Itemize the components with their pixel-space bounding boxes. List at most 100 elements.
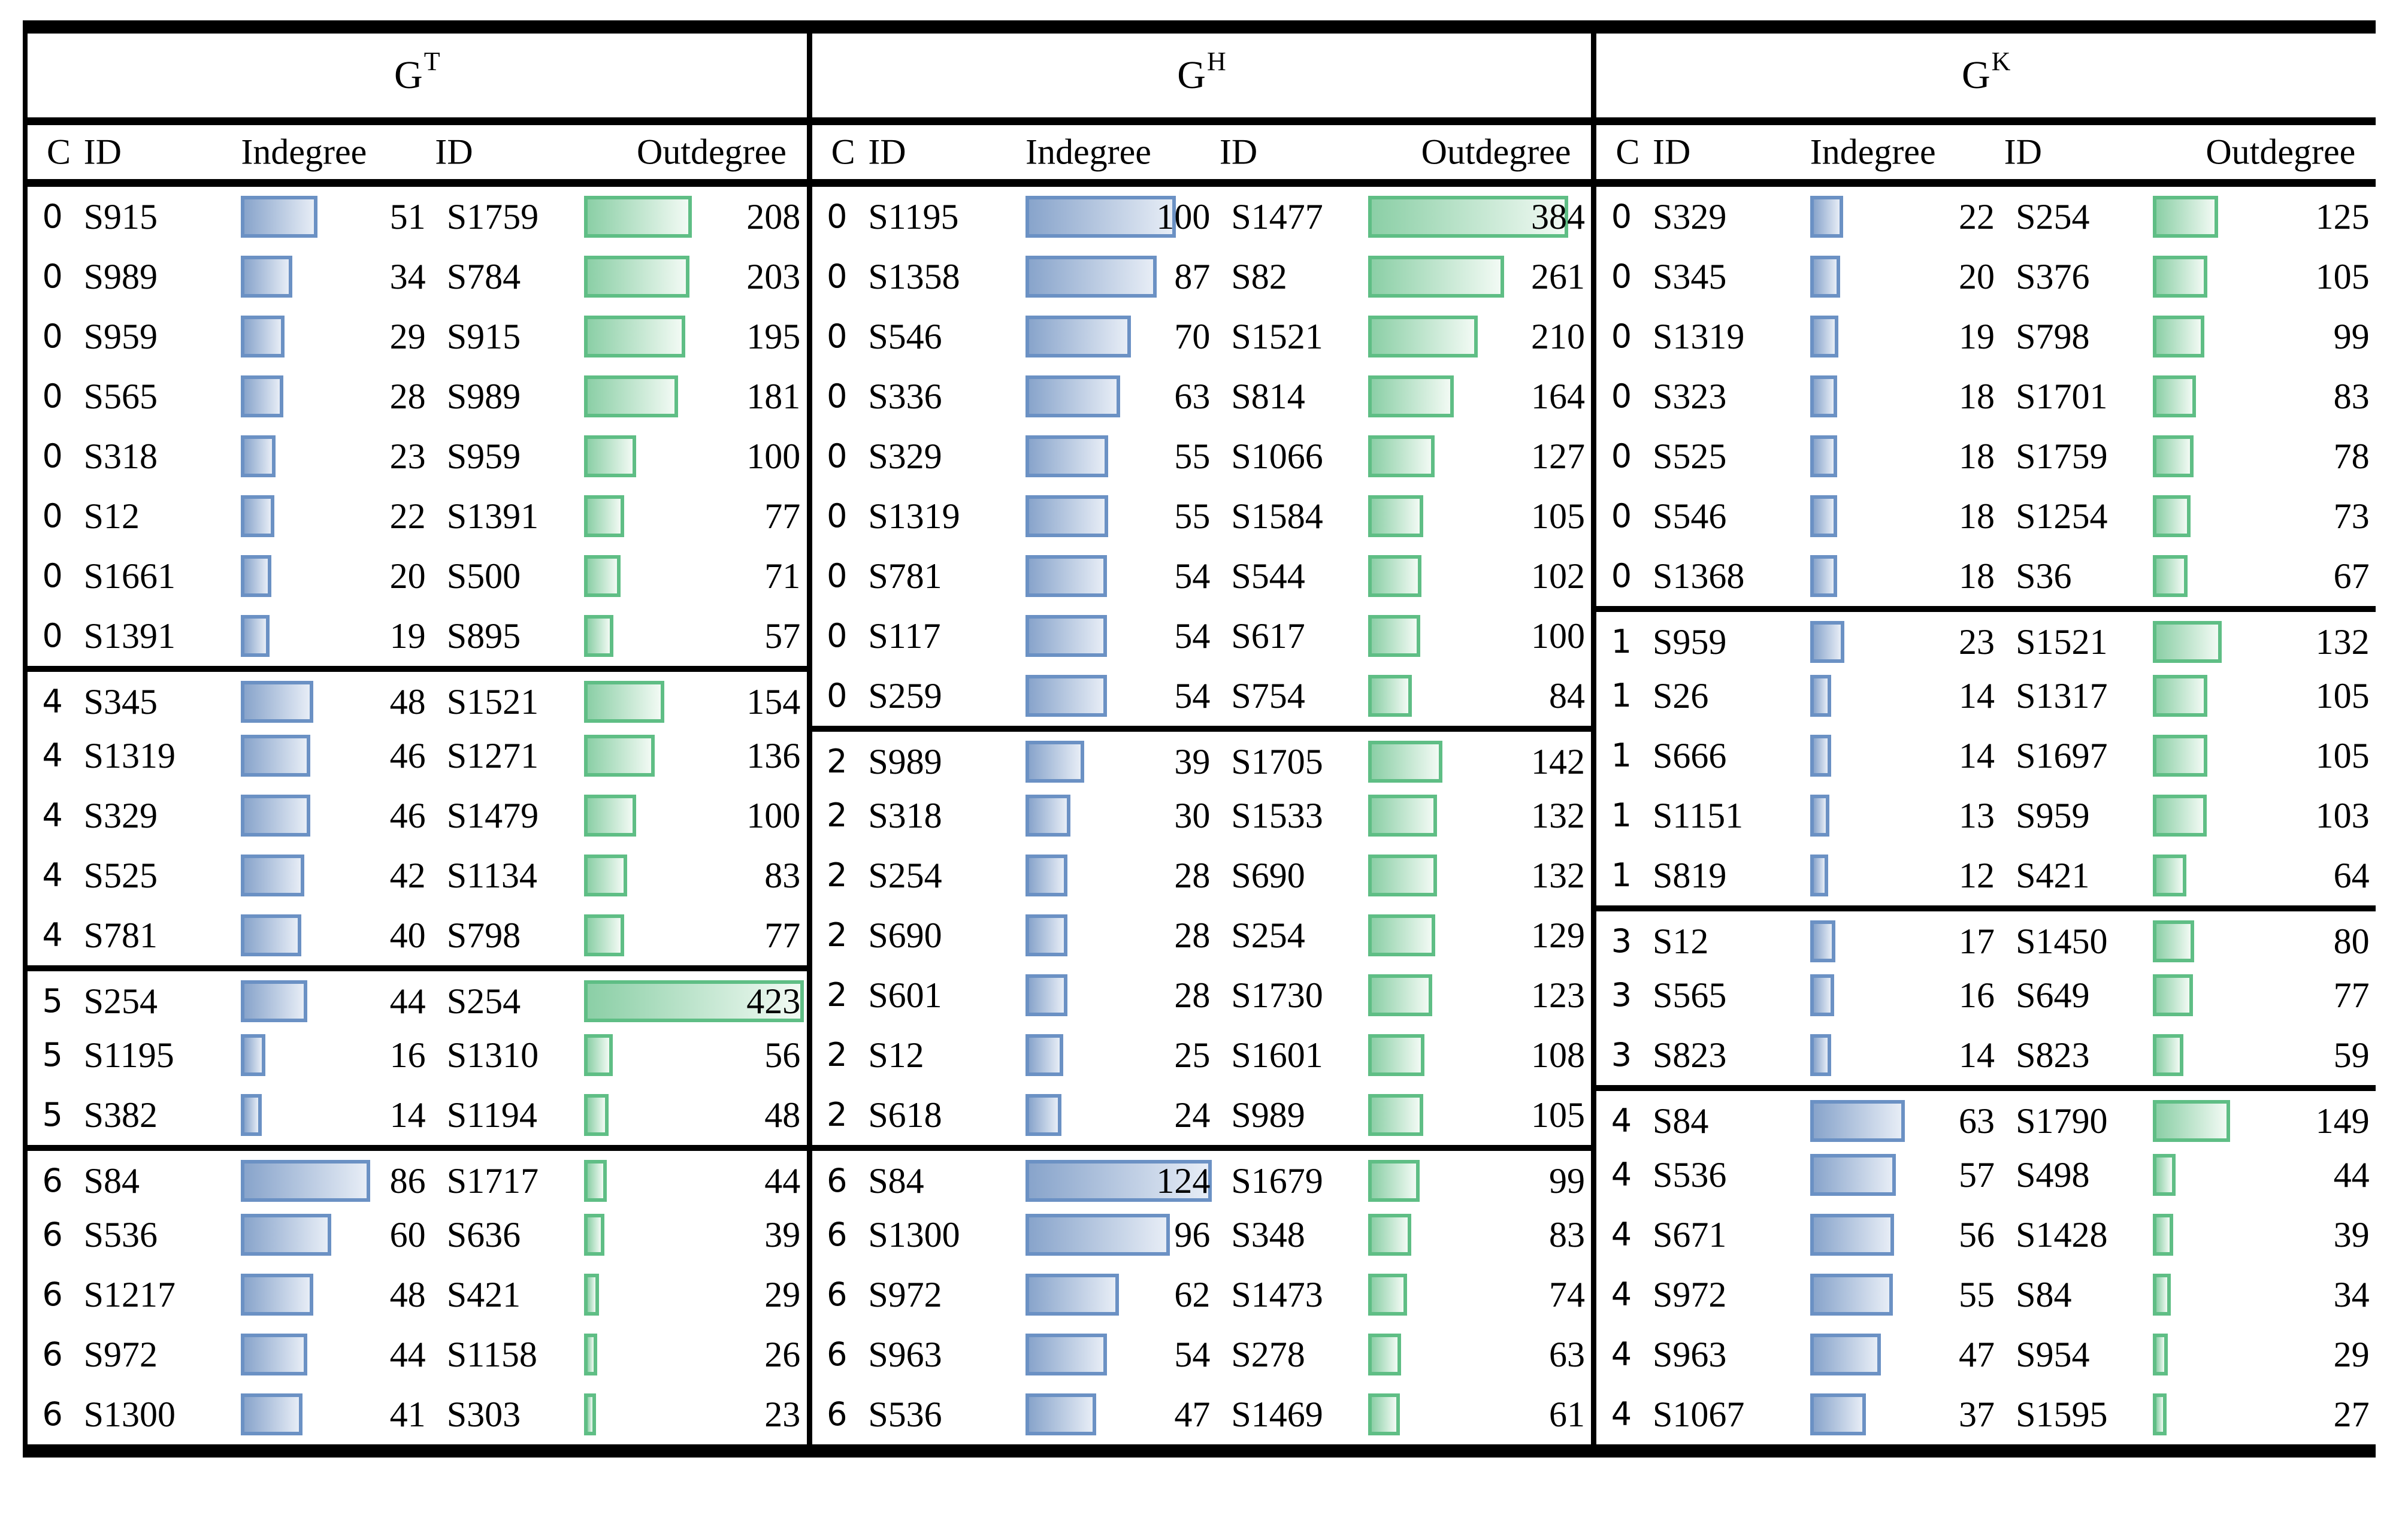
- col-header-indegree: Indegree: [1025, 132, 1151, 172]
- outdegree-bar: [2153, 1214, 2173, 1256]
- table-row: 0 S1368 18 S36 67: [1596, 546, 2376, 606]
- table-row: 3 S565 16 S649 77: [1596, 965, 2376, 1025]
- cell-cluster: 0: [42, 557, 63, 595]
- outdegree-bar: [1368, 1160, 1420, 1202]
- cell-id-outdegree: S754: [1231, 676, 1305, 716]
- cell-indegree-value: 20: [389, 556, 426, 596]
- table-row: 0 S117 54 S617 100: [812, 606, 1592, 666]
- cell-id-indegree: S546: [868, 317, 942, 356]
- cell-id-indegree: S259: [868, 676, 942, 716]
- cell-cluster: 0: [1611, 317, 1632, 355]
- cell-outdegree-value: 61: [1548, 1395, 1585, 1434]
- table-row: 6 S536 47 S1469 61: [812, 1384, 1592, 1444]
- cell-id-outdegree: S1595: [2016, 1395, 2108, 1434]
- cell-indegree-value: 48: [389, 1275, 426, 1314]
- cell-cluster: 2: [827, 856, 848, 894]
- cell-indegree-value: 60: [389, 1215, 426, 1255]
- cell-id-indegree: S565: [83, 377, 158, 416]
- indegree-bar: [241, 980, 307, 1022]
- cell-id-outdegree: S254: [1231, 916, 1305, 955]
- outdegree-bar: [2153, 1034, 2184, 1076]
- table-row: 4 S781 40 S798 77: [28, 905, 807, 965]
- cell-id-indegree: S601: [868, 975, 942, 1015]
- cell-cluster: 0: [42, 317, 63, 355]
- cell-id-indegree: S963: [1652, 1335, 1727, 1374]
- cell-indegree-value: 86: [389, 1161, 426, 1201]
- cell-id-outdegree: S1701: [2016, 377, 2108, 416]
- cell-indegree-value: 55: [1174, 496, 1211, 536]
- cell-id-outdegree: S1521: [2016, 622, 2108, 662]
- indegree-bar: [1810, 375, 1837, 417]
- cell-indegree-value: 25: [1174, 1035, 1211, 1075]
- cell-id-outdegree: S348: [1231, 1215, 1305, 1255]
- outdegree-bar: [583, 1274, 599, 1316]
- cell-id-outdegree: S1679: [1231, 1161, 1323, 1201]
- cell-outdegree-value: 195: [746, 317, 801, 356]
- cell-indegree-value: 16: [1959, 975, 1995, 1015]
- cell-id-outdegree: S1759: [2016, 437, 2108, 476]
- indegree-bar: [241, 196, 318, 238]
- table-row: 4 S525 42 S1134 83: [28, 846, 807, 905]
- outdegree-bar: [1368, 675, 1412, 717]
- cell-cluster: 2: [827, 796, 848, 834]
- cell-id-indegree: S1067: [1652, 1395, 1745, 1434]
- cell-outdegree-value: 164: [1530, 377, 1585, 416]
- outdegree-bar: [2153, 316, 2204, 357]
- cell-outdegree-value: 261: [1530, 257, 1585, 296]
- indegree-bar: [1025, 316, 1131, 357]
- indegree-bar: [241, 1160, 371, 1202]
- table-row: 6 S536 60 S636 39: [28, 1205, 807, 1265]
- cell-indegree-value: 63: [1959, 1101, 1995, 1141]
- col-header-indegree: Indegree: [241, 132, 367, 172]
- section-title-superscript: H: [1206, 46, 1226, 76]
- table-row: 0 S1319 19 S798 99: [1596, 307, 2376, 366]
- cell-outdegree-value: 149: [2315, 1101, 2370, 1141]
- cell-id-outdegree: S1730: [1231, 975, 1323, 1015]
- indegree-bar: [241, 1094, 262, 1136]
- cell-id-indegree: S963: [868, 1335, 942, 1374]
- cell-id-indegree: S972: [83, 1335, 158, 1374]
- cell-outdegree-value: 100: [746, 796, 801, 835]
- indegree-bar: [1810, 735, 1831, 777]
- outdegree-bar: [583, 1160, 607, 1202]
- table-row: 4 S671 56 S1428 39: [1596, 1205, 2376, 1265]
- cell-id-outdegree: S954: [2016, 1335, 2090, 1374]
- cell-cluster: 4: [1611, 1275, 1632, 1313]
- indegree-bar: [1810, 1274, 1893, 1316]
- table-row: 6 S963 54 S278 63: [812, 1325, 1592, 1384]
- indegree-bar: [241, 316, 285, 357]
- cell-cluster: 0: [827, 617, 848, 655]
- cell-outdegree-value: 154: [746, 682, 801, 722]
- cell-indegree-value: 70: [1174, 317, 1211, 356]
- outdegree-bar: [583, 495, 624, 537]
- cell-outdegree-value: 210: [1530, 317, 1585, 356]
- table-row: 4 S84 63 S1790 149: [1596, 1085, 2376, 1145]
- cell-id-outdegree: S989: [446, 377, 521, 416]
- indegree-bar: [241, 855, 304, 896]
- cell-outdegree-value: 73: [2333, 496, 2370, 536]
- cell-cluster: 0: [1611, 198, 1632, 235]
- cell-id-indegree: S959: [1652, 622, 1727, 662]
- cell-id-outdegree: S1521: [1231, 317, 1323, 356]
- cell-indegree-value: 55: [1174, 437, 1211, 476]
- cell-outdegree-value: 203: [746, 257, 801, 296]
- col-header-outdegree: Outdegree: [2206, 132, 2356, 172]
- cell-cluster: 3: [1611, 1036, 1632, 1074]
- outdegree-bar: [2153, 375, 2197, 417]
- cell-outdegree-value: 77: [2333, 975, 2370, 1015]
- col-header-c: C: [47, 132, 71, 172]
- outdegree-bar: [2153, 920, 2195, 962]
- cell-indegree-value: 62: [1174, 1275, 1211, 1314]
- cell-id-indegree: S1300: [868, 1215, 960, 1255]
- outdegree-bar: [1368, 1214, 1412, 1256]
- section-title-base: G: [394, 53, 423, 97]
- indegree-bar: [1025, 1034, 1063, 1076]
- cell-cluster: 2: [827, 976, 848, 1014]
- cell-indegree-value: 19: [1959, 317, 1995, 356]
- cell-id-outdegree: S784: [446, 257, 521, 296]
- cell-indegree-value: 44: [389, 981, 426, 1021]
- table-row: 0 S336 63 S814 164: [812, 366, 1592, 426]
- indegree-bar: [1025, 1334, 1107, 1375]
